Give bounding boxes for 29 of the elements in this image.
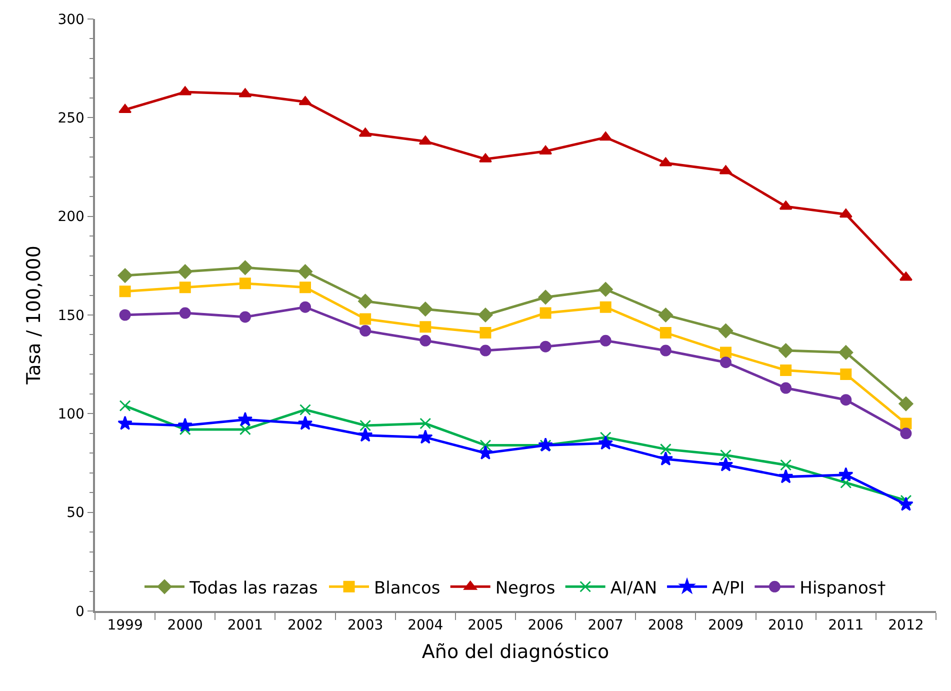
legend-label: A/PI — [712, 578, 745, 598]
legend-label: AI/AN — [610, 578, 658, 598]
x-tick-label: 2011 — [828, 618, 864, 634]
x-tick-label: 2012 — [888, 618, 924, 634]
legend-label: Hispanos† — [800, 578, 886, 598]
x-tick-label: 2010 — [768, 618, 804, 634]
y-tick-label: 50 — [66, 505, 84, 522]
legend-label: Todas las razas — [188, 578, 318, 598]
y-tick-label: 250 — [58, 110, 84, 127]
x-tick-label: 2000 — [167, 618, 203, 634]
x-tick-label: 2006 — [528, 618, 564, 634]
x-tick-label: 2009 — [708, 618, 744, 634]
x-tick-label: 2001 — [227, 618, 263, 634]
x-tick-label: 2004 — [408, 618, 444, 634]
legend-label: Negros — [495, 578, 556, 598]
y-tick-label: 0 — [76, 604, 84, 620]
y-tick-label: 200 — [58, 209, 84, 226]
x-tick-label: 2005 — [468, 618, 504, 634]
x-tick-label: 1999 — [107, 618, 143, 634]
x-tick-label: 2008 — [648, 618, 684, 634]
y-tick-label: 150 — [58, 308, 84, 324]
y-tick-label: 100 — [58, 406, 84, 423]
y-tick-label: 300 — [58, 12, 84, 28]
legend-label: Blancos — [374, 578, 440, 598]
x-tick-label: 2007 — [588, 618, 624, 634]
x-axis-title: Año del diagnóstico — [422, 640, 610, 663]
y-axis-title: Tasa / 100,000 — [23, 246, 46, 386]
x-tick-label: 2003 — [348, 618, 384, 634]
x-tick-label: 2002 — [287, 618, 324, 634]
